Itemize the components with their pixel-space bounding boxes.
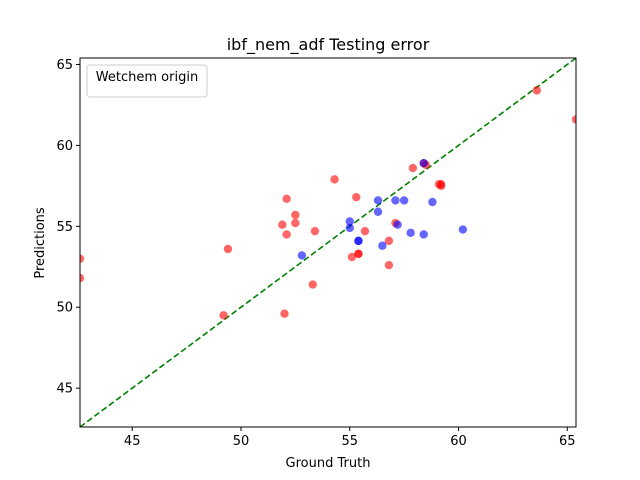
- scatter-point: [308, 280, 317, 289]
- scatter-point: [571, 115, 576, 124]
- scatter-point: [428, 197, 437, 207]
- scatter-point: [223, 244, 233, 254]
- scatter-point: [384, 236, 394, 246]
- scatter-point: [354, 236, 363, 246]
- y-tick-label: 65: [56, 58, 73, 73]
- scatter-point: [219, 311, 228, 320]
- x-axis-label: Ground Truth: [286, 456, 371, 471]
- scatter-point: [345, 217, 354, 226]
- scatter-point: [345, 223, 354, 233]
- legend-box: [86, 64, 208, 98]
- scatter-point: [352, 192, 361, 202]
- scatter-point: [330, 175, 339, 184]
- scatter-point: [384, 260, 394, 270]
- scatter-point: [310, 226, 320, 236]
- x-tick-label: 45: [124, 434, 141, 449]
- scatter-point: [406, 228, 415, 237]
- scatter-point: [408, 163, 418, 173]
- scatter-point: [297, 251, 307, 260]
- scatter-point: [378, 241, 387, 250]
- scatter-point: [373, 196, 383, 205]
- x-tick-label: 55: [341, 434, 358, 449]
- scatter-point: [458, 225, 468, 234]
- scatter-point: [282, 194, 291, 204]
- identity-line: [80, 58, 576, 427]
- scatter-point: [419, 158, 428, 168]
- scatter-point: [280, 309, 289, 318]
- y-tick-label: 45: [56, 382, 73, 397]
- y-axis-label: Predictions: [33, 207, 48, 279]
- scatter-point: [436, 180, 446, 189]
- legend-title: Wetchem origin: [96, 70, 198, 85]
- scatter-point: [393, 220, 402, 229]
- y-tick-label: 55: [56, 220, 73, 235]
- scatter-point: [291, 218, 300, 228]
- x-tick-label: 65: [559, 434, 576, 449]
- scatter-point: [282, 230, 291, 239]
- scatter-point: [354, 249, 363, 259]
- y-tick-label: 60: [56, 139, 73, 154]
- legend: Wetchem origin: [86, 64, 208, 98]
- scatter-point: [347, 252, 357, 262]
- scatter-point: [80, 273, 85, 283]
- scatter-point: [399, 196, 409, 205]
- x-tick-label: 50: [233, 434, 250, 449]
- x-tick-label: 60: [450, 434, 467, 449]
- plot-frame: [79, 57, 577, 428]
- scatter-point: [373, 207, 383, 216]
- chart-title: ibf_nem_adf Testing error: [227, 35, 430, 55]
- scatter-point: [419, 230, 428, 239]
- scatter-point: [360, 226, 370, 236]
- y-tick-label: 50: [56, 301, 73, 316]
- scatter-point: [80, 254, 85, 263]
- scatter-point: [532, 86, 542, 95]
- scatter-point: [291, 210, 300, 220]
- scatter-point: [391, 196, 400, 205]
- scatter-point: [278, 220, 287, 229]
